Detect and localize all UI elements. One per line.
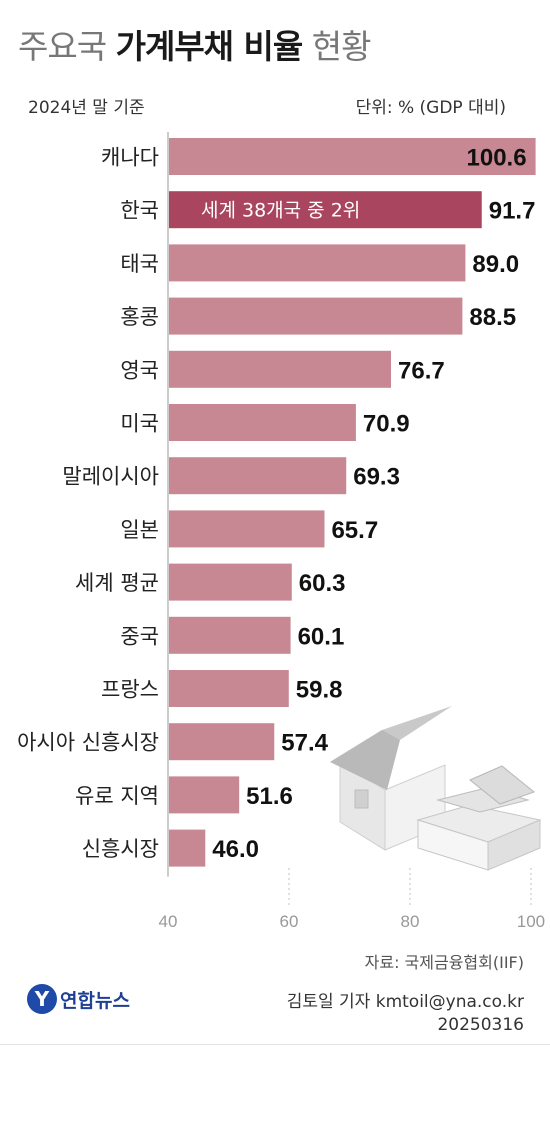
house-with-cash-icon <box>330 706 542 871</box>
source-note: 자료: 국제금융협회(IIF) <box>364 953 524 972</box>
category-label: 태국 <box>120 252 159 276</box>
value-label: 65.7 <box>331 517 378 544</box>
publish-date: 20250316 <box>437 1015 524 1035</box>
category-label: 유로 지역 <box>75 784 159 808</box>
x-tick-label: 60 <box>280 912 299 931</box>
bar <box>169 510 325 548</box>
category-label: 신흥시장 <box>82 837 159 861</box>
category-label: 아시아 신흥시장 <box>17 731 159 755</box>
category-label: 한국 <box>120 199 159 223</box>
value-label: 59.8 <box>296 677 343 704</box>
category-label: 홍콩 <box>120 305 159 329</box>
value-label: 70.9 <box>363 411 410 438</box>
category-label: 프랑스 <box>101 678 159 702</box>
title-prefix: 주요국 <box>18 27 107 66</box>
value-label: 60.3 <box>299 570 346 597</box>
title-suffix: 현황 <box>311 27 372 66</box>
bar <box>169 616 291 654</box>
footer-divider <box>0 1044 550 1045</box>
x-tick-label: 80 <box>401 912 420 931</box>
bar <box>169 138 536 175</box>
bar <box>169 670 289 707</box>
chart-title: 주요국 가계부채 비율 현황 <box>18 20 372 68</box>
category-label: 캐나다 <box>101 146 159 170</box>
category-label: 중국 <box>120 624 159 648</box>
value-label: 69.3 <box>353 464 400 491</box>
category-label: 일본 <box>120 518 159 542</box>
bar <box>169 776 240 814</box>
value-label: 51.6 <box>246 783 293 810</box>
bar <box>169 350 392 388</box>
category-label: 영국 <box>120 358 159 382</box>
category-label: 미국 <box>120 412 159 436</box>
x-tick-label: 40 <box>159 912 178 931</box>
yonhap-logo-icon: Y <box>27 984 57 1014</box>
title-main: 가계부채 비율 <box>115 27 304 66</box>
bar <box>169 829 206 867</box>
bar <box>169 191 482 229</box>
value-label: 76.7 <box>398 357 445 384</box>
bar <box>169 563 292 601</box>
reporter-credit: 김토일 기자 kmtoil@yna.co.kr <box>286 992 524 1012</box>
value-label: 88.5 <box>469 304 516 331</box>
value-label: 100.6 <box>467 145 527 172</box>
bar <box>169 297 463 335</box>
value-label: 46.0 <box>212 836 259 863</box>
bar <box>169 244 466 282</box>
category-label: 세계 평균 <box>75 571 159 595</box>
highlight-annotation: 세계 38개국 중 2위 <box>201 200 360 222</box>
base-year-note: 2024년 말 기준 <box>28 98 145 118</box>
bar <box>169 723 275 761</box>
value-label: 91.7 <box>489 198 536 225</box>
category-label: 말레이시아 <box>62 465 159 489</box>
value-label: 60.1 <box>298 623 345 650</box>
x-tick-label: 100 <box>517 912 545 931</box>
logo-text: 연합뉴스 <box>60 989 130 1012</box>
bar <box>169 404 356 441</box>
yonhap-logo: Y 연합뉴스 <box>27 984 130 1016</box>
unit-note: 단위: % (GDP 대비) <box>355 98 506 118</box>
bar <box>169 457 347 495</box>
value-label: 57.4 <box>281 730 328 757</box>
value-label: 89.0 <box>472 251 519 278</box>
